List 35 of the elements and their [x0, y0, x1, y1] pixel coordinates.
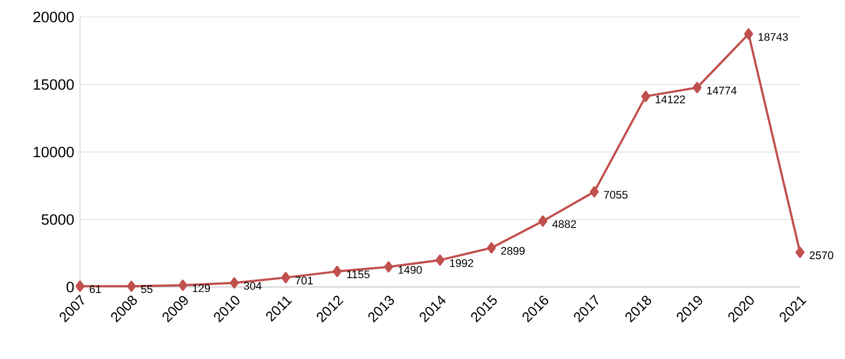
y-tick-label: 15000 [34, 79, 74, 90]
point [76, 280, 84, 292]
data-label: 1992 [450, 259, 474, 268]
data-label: 304 [244, 282, 262, 290]
point [641, 90, 650, 102]
y-tick-label: 20000 [33, 12, 74, 22]
data-label: 1155 [347, 270, 370, 278]
point [126, 280, 136, 292]
point [692, 82, 702, 94]
data-label: 61 [90, 285, 101, 294]
point [384, 261, 394, 272]
data-label: 18743 [758, 33, 788, 41]
point [281, 272, 290, 284]
point [230, 277, 239, 288]
point [538, 215, 548, 227]
point [590, 186, 599, 198]
data-label: 1490 [398, 266, 422, 274]
point [744, 28, 754, 40]
data-label: 701 [295, 276, 313, 284]
y-tick-label: 0 [66, 282, 74, 292]
data-label: 2899 [501, 246, 525, 255]
data-label: 2570 [810, 251, 834, 260]
data-label: 14774 [707, 86, 737, 94]
data-label: 7055 [604, 190, 628, 199]
point [436, 254, 444, 266]
data-label: 4882 [552, 220, 576, 228]
point [486, 242, 496, 254]
point [796, 246, 804, 258]
point [178, 280, 188, 291]
data-label: 129 [192, 284, 210, 292]
y-tick-label: 10000 [34, 146, 74, 158]
data-label: 14122 [656, 96, 685, 104]
point [332, 266, 342, 278]
data-label: 55 [141, 285, 152, 294]
y-tick-label: 5000 [42, 214, 74, 225]
